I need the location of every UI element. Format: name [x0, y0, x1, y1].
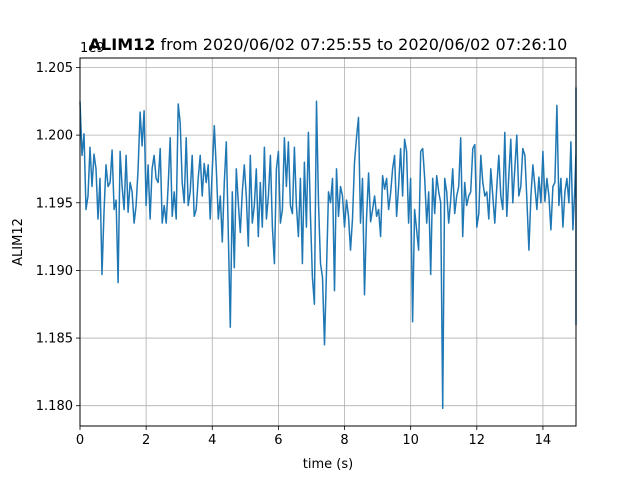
- x-axis-ticks: 0 2 4 6 8 10 12 14: [76, 426, 551, 448]
- x-tick-label: 12: [469, 433, 486, 448]
- x-tick-label: 2: [142, 433, 150, 448]
- y-tick-label: 1.205: [36, 61, 73, 76]
- axes-frame: [79, 57, 577, 427]
- y-tick-label: 1.185: [36, 332, 73, 347]
- x-tick-label: 0: [76, 433, 84, 448]
- y-axis-ticks: 1.180 1.185 1.190 1.195 1.200 1.205: [36, 61, 80, 414]
- x-tick-label: 6: [274, 433, 282, 448]
- y-offset-text: 1e9: [80, 41, 105, 56]
- y-tick-label: 1.180: [36, 399, 73, 414]
- y-tick-label: 1.200: [36, 129, 73, 144]
- y-tick-label: 1.190: [36, 264, 73, 279]
- x-tick-label: 4: [208, 433, 216, 448]
- y-axis-label: ALIM12: [11, 218, 26, 266]
- x-tick-label: 8: [340, 433, 348, 448]
- y-tick-label: 1.195: [36, 196, 73, 211]
- chart-title: ALIM12 from 2020/06/02 07:25:55 to 2020/…: [89, 35, 568, 54]
- chart-title-signal: ALIM12: [89, 35, 156, 54]
- grid-lines: [79, 58, 576, 426]
- x-axis-label: time (s): [303, 457, 353, 472]
- chart-title-range: from 2020/06/02 07:25:55 to 2020/06/02 0…: [155, 35, 567, 54]
- x-tick-label: 10: [402, 433, 419, 448]
- x-tick-label: 14: [535, 433, 552, 448]
